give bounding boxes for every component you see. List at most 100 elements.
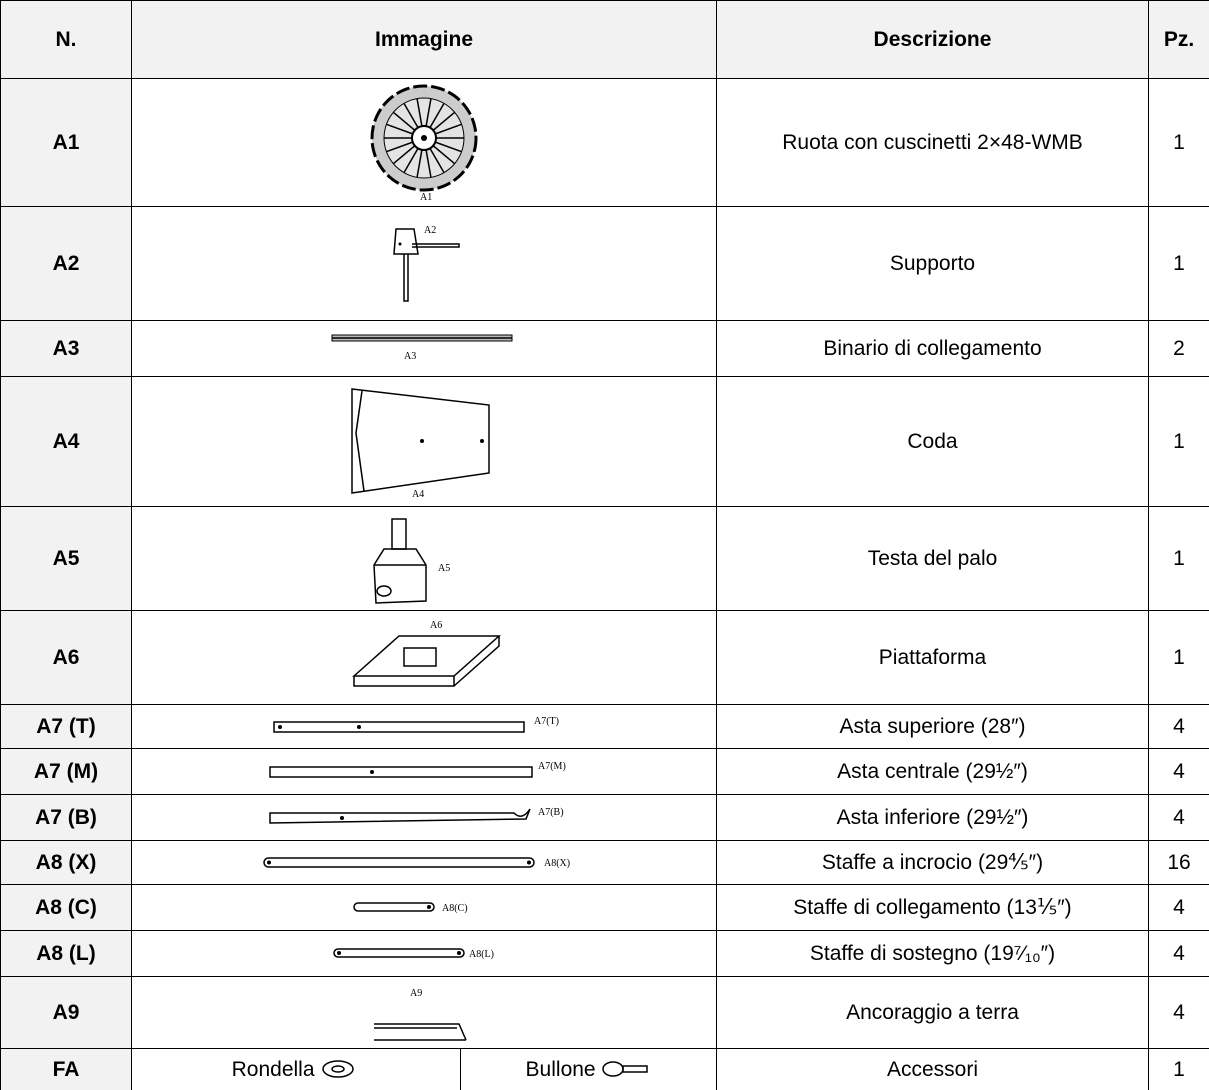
part-number: A5 <box>0 506 132 611</box>
quantity: 4 <box>1148 884 1209 931</box>
table-row: A7 (M) A7(M) Asta centrale (29½″) 4 <box>0 748 1209 795</box>
quantity: 1 <box>1148 376 1209 507</box>
part-number: A7 (T) <box>0 704 132 749</box>
image-cell: A9 <box>131 976 717 1049</box>
description: Asta superiore (28″) <box>716 704 1149 749</box>
image-cell: A8(L) <box>131 930 717 977</box>
rail-sketch: A3 <box>331 334 513 362</box>
table-row: A4 A4 Coda 1 <box>0 376 1209 507</box>
quantity: 16 <box>1148 840 1209 885</box>
table-row: A7 (T) A7(T) Asta superiore (28″) 4 <box>0 704 1209 749</box>
table-row: FA Rondella Bullone Accessori 1 <box>0 1048 1209 1090</box>
image-item-label: Bullone <box>525 1057 596 1081</box>
image-cell: A7(T) <box>131 704 717 749</box>
image-label: A6 <box>430 620 442 631</box>
image-label: A2 <box>424 225 436 236</box>
image-label: A7(B) <box>538 807 564 818</box>
quantity: 1 <box>1148 506 1209 611</box>
platform-sketch: A6 <box>352 620 501 687</box>
header-cell: Immagine <box>131 0 717 79</box>
rod-sketch: A7(M) <box>269 761 566 778</box>
table-row: A8 (L) A8(L) Staffe di sostegno (19⁷⁄₁₀″) 4 <box>0 930 1209 977</box>
part-number: A2 <box>0 206 132 321</box>
part-number: A1 <box>0 78 132 207</box>
image-cell: A1 <box>131 78 717 207</box>
description: Binario di collegamento <box>716 320 1149 377</box>
image-cell: A4 <box>131 376 717 507</box>
quantity: 4 <box>1148 976 1209 1049</box>
part-number: FA <box>0 1048 132 1090</box>
description: Staffe a incrocio (29⅘″) <box>716 840 1149 885</box>
quantity: 1 <box>1148 206 1209 321</box>
description: Staffe di sostegno (19⁷⁄₁₀″) <box>716 930 1149 977</box>
quantity: 1 <box>1148 78 1209 207</box>
table-row: A6 A6 Piattaforma 1 <box>0 610 1209 705</box>
pole-head-sketch: A5 <box>373 517 450 604</box>
description: Coda <box>716 376 1149 507</box>
image-cell: A6 <box>131 610 717 705</box>
quantity: 4 <box>1148 794 1209 841</box>
quantity: 1 <box>1148 610 1209 705</box>
table-row: A9 A9 Ancoraggio a terra 4 <box>0 976 1209 1049</box>
description: Piattaforma <box>716 610 1149 705</box>
image-label: A3 <box>404 351 416 362</box>
part-number: A8 (L) <box>0 930 132 977</box>
image-item-label: Rondella <box>231 1057 315 1081</box>
part-number: A6 <box>0 610 132 705</box>
table-row: A3 A3 Binario di collegamento 2 <box>0 320 1209 377</box>
description: Ruota con cuscinetti 2×48-WMB <box>716 78 1149 207</box>
description: Asta centrale (29½″) <box>716 748 1149 795</box>
description: Staffe di collegamento (13⅕″) <box>716 884 1149 931</box>
wheel-sketch: A1 <box>370 84 478 203</box>
table-row: A8 (C) A8(C) Staffe di collegamento (13⅕″)… <box>0 884 1209 931</box>
description: Supporto <box>716 206 1149 321</box>
table-row: A2 A2 Supporto 1 <box>0 206 1209 321</box>
part-number: A7 (M) <box>0 748 132 795</box>
part-number: A3 <box>0 320 132 377</box>
image-label: A7(T) <box>534 716 559 727</box>
description: Ancoraggio a terra <box>716 976 1149 1049</box>
image-cell: A7(B) <box>131 794 717 841</box>
image-cell: A7(M) <box>131 748 717 795</box>
description: Testa del palo <box>716 506 1149 611</box>
rod-sketch: A7(B) <box>269 807 564 824</box>
description: Asta inferiore (29½″) <box>716 794 1149 841</box>
image-cell: A2 <box>131 206 717 321</box>
quantity: 2 <box>1148 320 1209 377</box>
tail-sketch: A4 <box>351 387 490 500</box>
rod-sketch: A7(T) <box>273 716 559 733</box>
bracket-sketch: A8(L) <box>333 947 494 960</box>
image-cell: Bullone <box>460 1048 717 1090</box>
part-number: A4 <box>0 376 132 507</box>
table-row: A8 (X) A8(X) Staffe a incrocio (29⅘″) 16 <box>0 840 1209 885</box>
image-label: A8(L) <box>469 949 494 960</box>
image-label: A4 <box>412 489 424 500</box>
part-number: A8 (X) <box>0 840 132 885</box>
quantity: 4 <box>1148 704 1209 749</box>
header-cell: N. <box>0 0 132 79</box>
image-label: A7(M) <box>538 761 566 772</box>
header-cell: Pz. <box>1148 0 1209 79</box>
bracket-sketch: A8(X) <box>263 856 570 869</box>
image-cell: A5 <box>131 506 717 611</box>
description: Accessori <box>716 1048 1149 1090</box>
bracket-sketch: A8(C) <box>353 901 468 914</box>
part-number: A7 (B) <box>0 794 132 841</box>
quantity: 4 <box>1148 748 1209 795</box>
bolt-icon <box>602 1061 649 1077</box>
table-row: A7 (B) A7(B) Asta inferiore (29½″) 4 <box>0 794 1209 841</box>
quantity: 1 <box>1148 1048 1209 1090</box>
image-cell: A8(X) <box>131 840 717 885</box>
anchor-sketch: A9 <box>374 988 467 1041</box>
image-label: A8(X) <box>544 858 570 869</box>
quantity: 4 <box>1148 930 1209 977</box>
support-sketch: A2 <box>393 225 460 302</box>
header-cell: Descrizione <box>716 0 1149 79</box>
table-row: A5 A5 Testa del palo 1 <box>0 506 1209 611</box>
image-label: A8(C) <box>442 903 468 914</box>
part-number: A9 <box>0 976 132 1049</box>
image-label: A9 <box>410 988 422 999</box>
image-label: A5 <box>438 563 450 574</box>
